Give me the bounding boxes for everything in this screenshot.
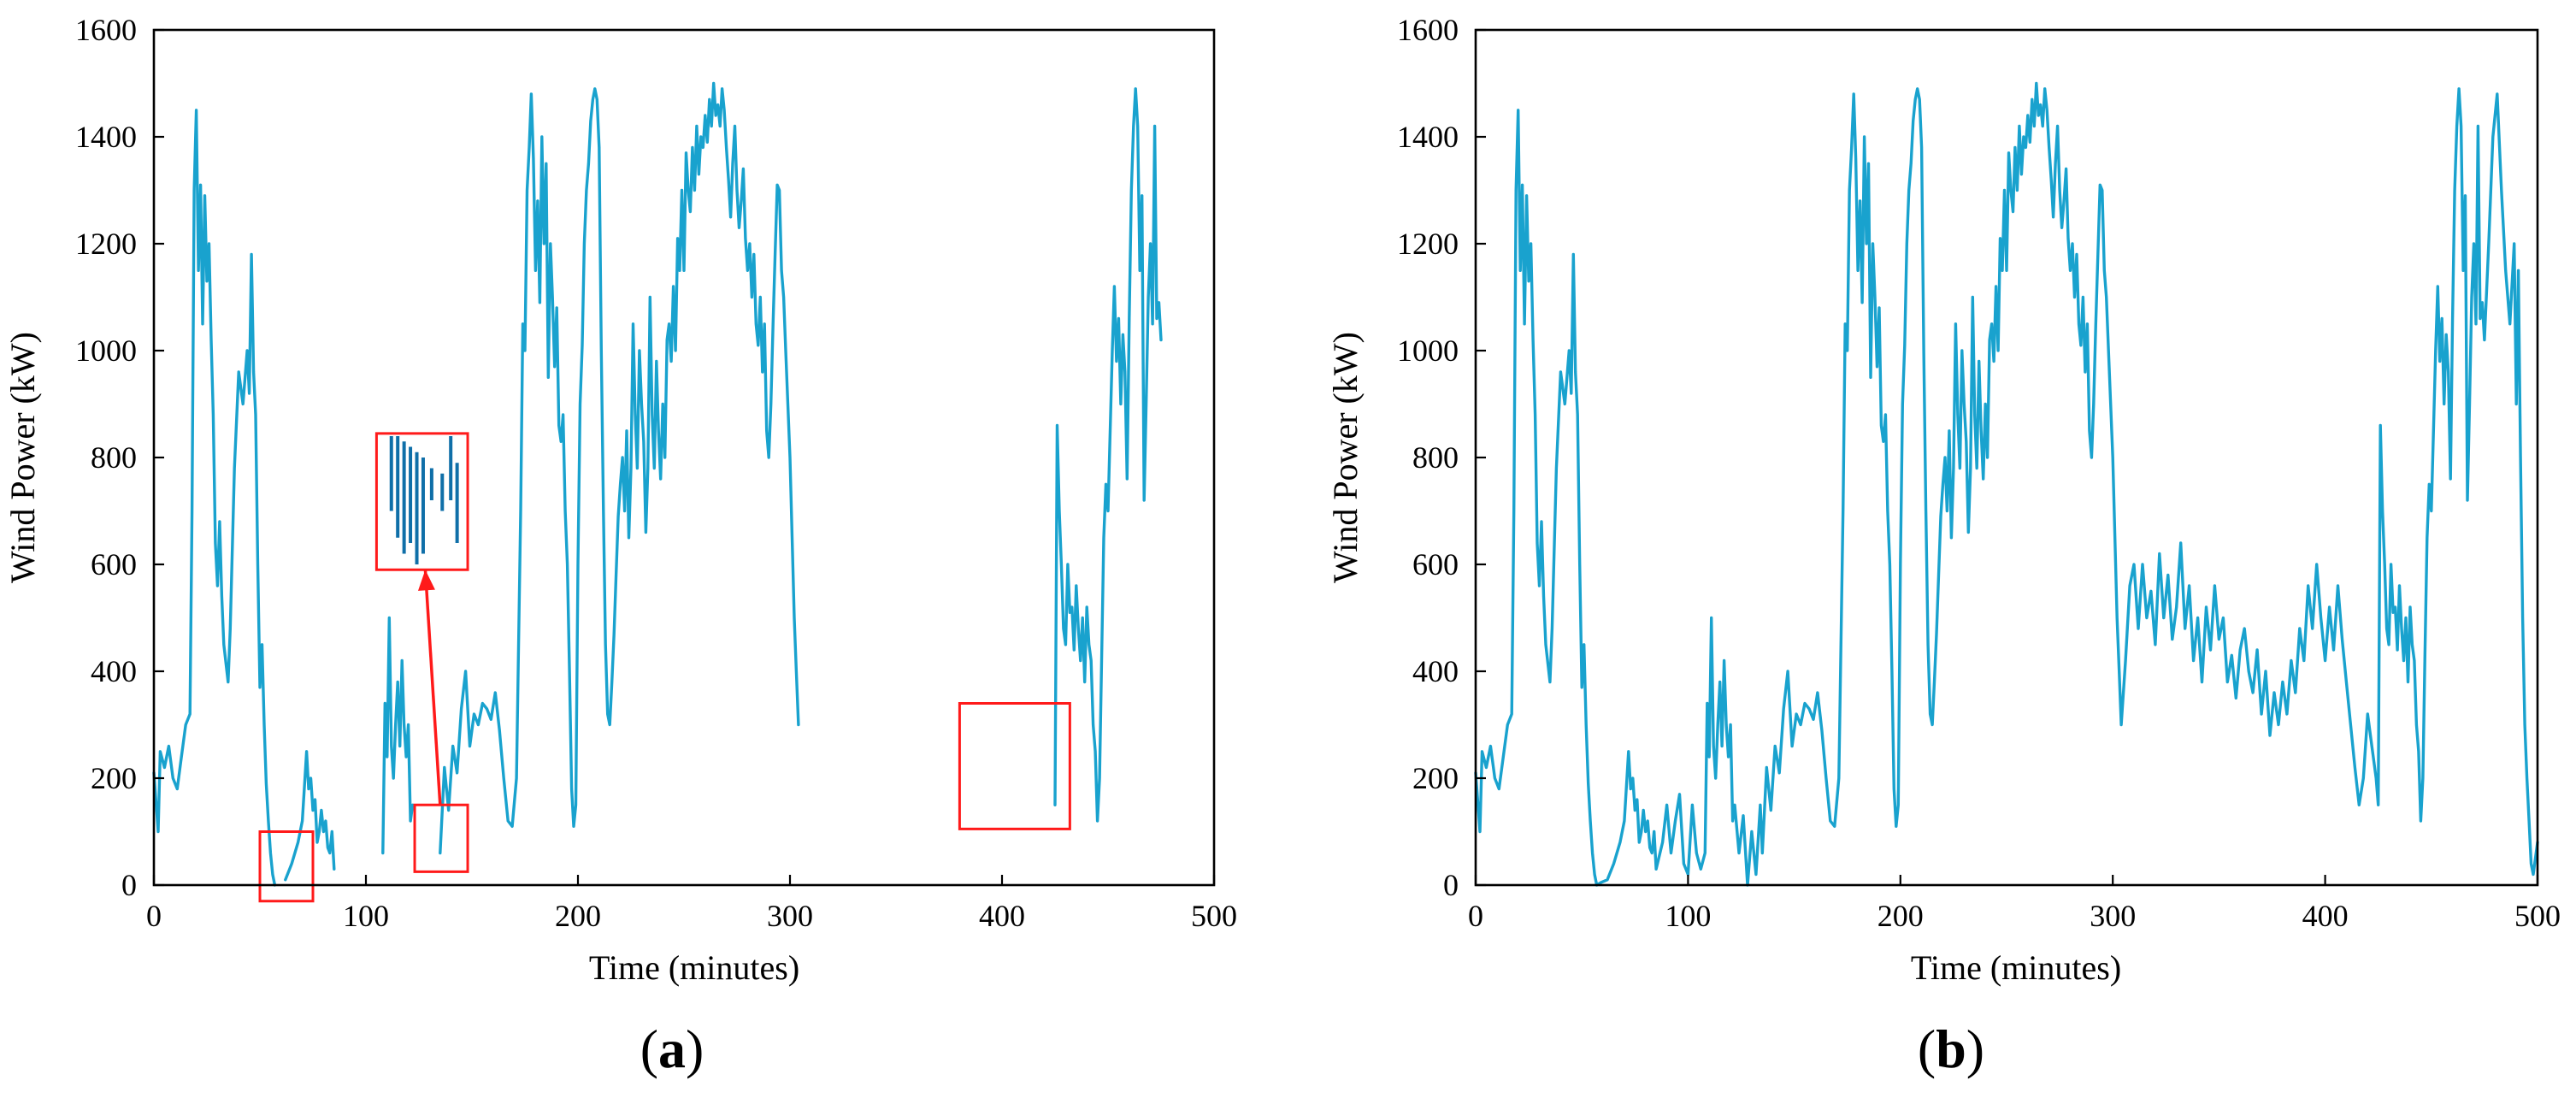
panel-a-xtick-label-0: 0 [146, 899, 162, 933]
panel-a-ytick-label-0: 0 [121, 868, 137, 902]
panel-b-ytick-label-1000: 1000 [1397, 334, 1459, 368]
panel-a-series [152, 81, 1163, 887]
panel-a-highlight-box-1 [413, 803, 469, 873]
panel-a-highlight-box-3 [374, 432, 469, 571]
panel-a-zoom-arrow [423, 570, 442, 806]
panel-b-ytick-label-0: 0 [1443, 868, 1459, 902]
panel-b-ytick-label-1200: 1200 [1397, 227, 1459, 261]
panel-a-ytick-label-1000: 1000 [75, 334, 137, 368]
panel-b-series [1474, 81, 2539, 887]
panel-a-series-line-0-seg-1 [284, 750, 336, 882]
panel-a-series-line-0-seg-0 [152, 109, 277, 887]
panel-b-ticks: 0 100 200 300 400 500 0 200 400 600 800 1000 1200 140… [1397, 13, 2561, 933]
panel-a-xtick-label-300: 300 [767, 899, 813, 933]
panel-a-ytick-label-1600: 1600 [75, 13, 137, 47]
panel-a-ytick-label-600: 600 [91, 547, 137, 582]
panel-a-ylabel: Wind Power (kW) [3, 332, 42, 583]
panel-b-xtick-label-500: 500 [2514, 899, 2561, 933]
panel-b-ytick-label-600: 600 [1412, 547, 1459, 582]
panel-a-ytick-label-800: 800 [91, 440, 137, 475]
panel-a-xtick-label-500: 500 [1191, 899, 1237, 933]
panel-a-ytick-label-200: 200 [91, 761, 137, 795]
panel-a-ytick-label-1200: 1200 [75, 227, 137, 261]
panel-b-ytick-label-200: 200 [1412, 761, 1459, 795]
panel-a-ytick-label-400: 400 [91, 654, 137, 688]
panel-b-ytick-label-800: 800 [1412, 440, 1459, 475]
panel-b-label-letter: b [1936, 1018, 1966, 1079]
panel-b-xtick-label-300: 300 [2090, 899, 2136, 933]
panel-a-annotations [258, 432, 1071, 903]
panel-a-highlight-box-2 [958, 702, 1071, 830]
panel-a-xtick-label-200: 200 [555, 899, 601, 933]
panel-a-label: (a) [640, 1018, 704, 1079]
panel-a: 0 100 200 300 400 500 0 200 400 600 800 1000 1200 140… [3, 13, 1237, 1079]
panel-b-xtick-label-400: 400 [2302, 899, 2349, 933]
panel-a-xtick-label-400: 400 [979, 899, 1025, 933]
panel-b-ytick-label-400: 400 [1412, 654, 1459, 688]
panel-b-ytick-label-1400: 1400 [1397, 120, 1459, 154]
panel-b-xtick-label-200: 200 [1877, 899, 1924, 933]
panel-b-xtick-label-0: 0 [1468, 899, 1483, 933]
panel-b-label-close: ) [1966, 1018, 1984, 1079]
panel-a-xlabel: Time (minutes) [589, 948, 799, 987]
panel-a-xtick-label-100: 100 [343, 899, 389, 933]
panel-b-ylabel: Wind Power (kW) [1326, 332, 1365, 583]
panel-b-xlabel: Time (minutes) [1911, 948, 2121, 987]
panel-a-series-line-0-seg-2 [381, 616, 415, 855]
panel-a-label-close: ) [686, 1018, 704, 1079]
panel-a-series-line-0-seg-4 [1053, 87, 1163, 823]
panel-b-xtick-label-100: 100 [1665, 899, 1711, 933]
panel-b-label-open: ( [1918, 1018, 1936, 1079]
panel-b-label: (b) [1918, 1018, 1984, 1079]
panel-b-ytick-label-1600: 1600 [1397, 13, 1459, 47]
panel-a-ytick-label-1400: 1400 [75, 120, 137, 154]
panel-a-label-letter: a [658, 1018, 686, 1079]
panel-b-series-line-0-seg-0 [1474, 81, 2539, 887]
panel-a-highlight-box-0 [258, 830, 315, 903]
panel-a-series-line-0-seg-3 [439, 81, 800, 855]
panel-a-label-open: ( [640, 1018, 658, 1079]
panel-b: 0 100 200 300 400 500 0 200 400 600 800 1000 1200 140… [1326, 13, 2561, 1079]
panel-a-zoom-arrow-head [417, 570, 435, 591]
panel-a-ticks: 0 100 200 300 400 500 0 200 400 600 800 1000 1200 140… [75, 13, 1237, 933]
